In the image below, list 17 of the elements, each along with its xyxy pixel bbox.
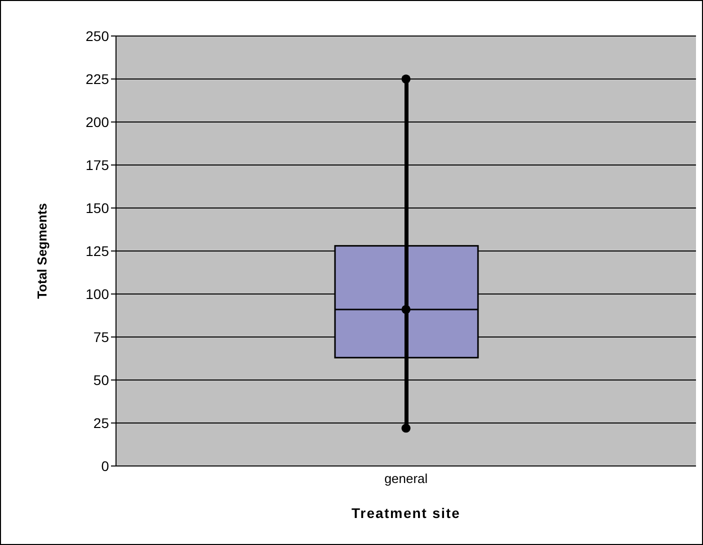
y-tick-label: 75 [93,328,110,345]
y-tick-label: 0 [101,458,110,474]
y-tick-label: 175 [86,156,110,173]
point [401,304,411,314]
y-tick-label: 25 [93,414,110,431]
y-tick-label: 125 [86,242,110,259]
point [401,424,411,433]
y-tick-label: 225 [86,70,110,87]
point [401,74,411,84]
x-tick-label: general [384,471,428,486]
y-tick-label: 200 [86,114,110,130]
y-tick-label: 150 [86,200,110,216]
y-tick-label: 50 [93,372,110,388]
y-tick-label: 100 [86,286,110,302]
x-axis-title: Treatment site [352,505,460,521]
y-axis-title: Total Segments [34,203,50,299]
y-tick-label: 250 [86,28,110,44]
